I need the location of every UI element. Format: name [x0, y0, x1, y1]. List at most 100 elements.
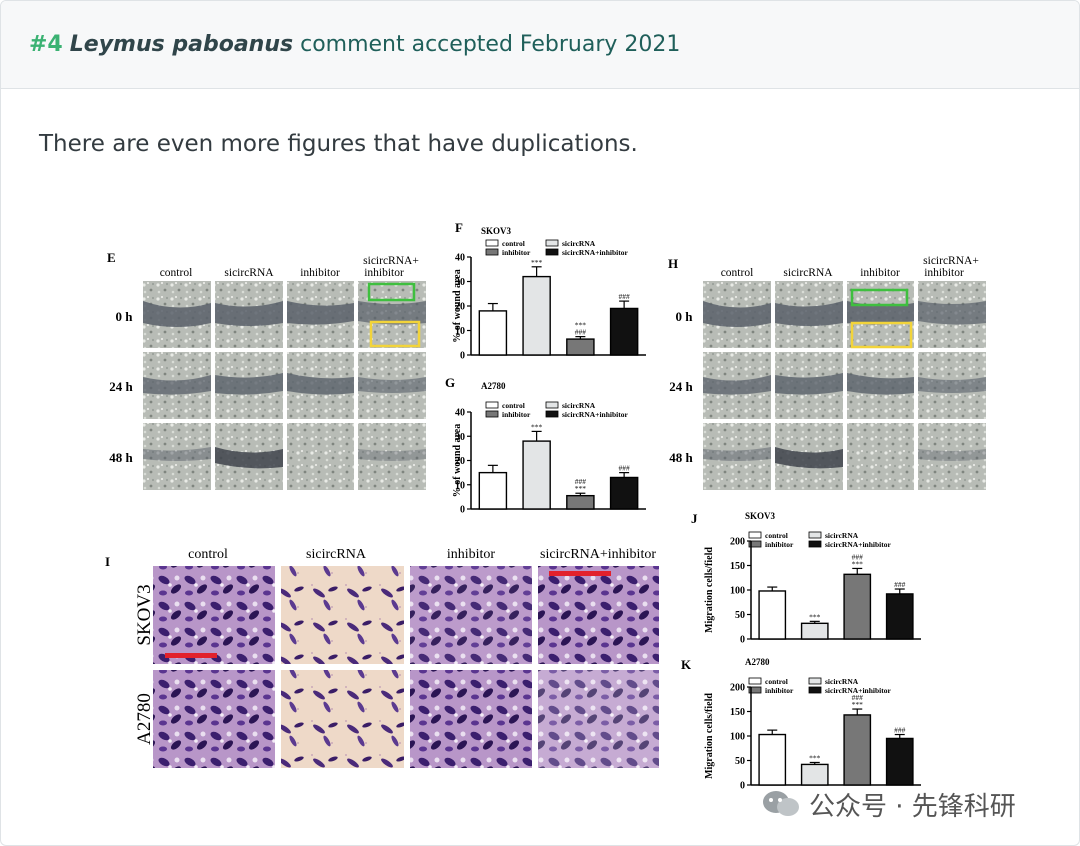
- bar: [522, 275, 551, 356]
- column-label: inhibitor: [364, 267, 404, 279]
- legend-swatch: [485, 248, 499, 256]
- significance-label: ###: [575, 477, 587, 486]
- panel-i: I control sicircRNA inhibitor sicircRNA+…: [105, 547, 659, 768]
- legend-swatch: [545, 239, 559, 247]
- legend-label: inhibitor: [765, 686, 794, 695]
- bar: [566, 338, 595, 356]
- species-name: Leymus paboanus: [69, 32, 294, 57]
- y-tick-label: 0: [460, 351, 465, 362]
- comment-title: #4 Leymus paboanus comment accepted Febr…: [29, 32, 680, 57]
- duplication-box-yellow: [369, 320, 421, 348]
- chart-g: G A2780 control sicircRNA inhibitor sicircRNA…: [445, 375, 646, 516]
- panel-e: E control sicircRNA inhibitor sicircRNA+…: [107, 250, 426, 490]
- y-tick-label: 20: [455, 456, 465, 467]
- significance-label: ###: [852, 693, 864, 702]
- chart-f: F SKOV3 control sicircRNA inhibitor sicircRNA…: [452, 220, 646, 362]
- y-axis-label: % of wound area: [452, 269, 463, 342]
- chart-title: SKOV3: [745, 511, 776, 521]
- y-tick-label: 200: [730, 683, 745, 694]
- legend-label: inhibitor: [502, 248, 531, 257]
- chart-j: J SKOV3 control sicircRNA inhibitor sicircRNA…: [691, 511, 921, 646]
- row-label: 24 h: [109, 379, 133, 394]
- significance-label: ***: [531, 258, 543, 267]
- row-label: 0 h: [116, 309, 134, 324]
- legend-swatch: [545, 410, 559, 418]
- significance-label: ###: [575, 328, 587, 337]
- row-label: 24 h: [669, 379, 693, 394]
- significance-label: ***: [809, 753, 821, 762]
- wound-image-grid-e: [143, 281, 426, 490]
- legend-label: sicircRNA: [825, 677, 859, 686]
- bar: [843, 714, 872, 786]
- column-label: control: [188, 547, 228, 562]
- legend-swatch: [748, 531, 762, 539]
- panel-label: K: [681, 657, 692, 672]
- bar: [800, 763, 829, 786]
- duplication-box-yellow: [850, 321, 913, 349]
- significance-label: ***: [531, 422, 543, 431]
- chart-k: K A2780 control sicircRNA inhibitor sicircRNA…: [681, 657, 921, 792]
- chat-bubble-icon: [763, 791, 799, 816]
- y-tick-label: 150: [730, 707, 745, 718]
- row-label: 0 h: [676, 309, 694, 324]
- significance-label: ###: [894, 726, 906, 735]
- bar: [566, 494, 595, 510]
- y-tick-label: 10: [455, 480, 465, 491]
- column-label: control: [721, 267, 754, 279]
- panel-h: H control sicircRNA inhibitor sicircRNA+…: [668, 255, 986, 490]
- legend-label: inhibitor: [502, 410, 531, 419]
- comment-header: #4 Leymus paboanus comment accepted Febr…: [1, 1, 1079, 89]
- legend-swatch: [808, 540, 822, 548]
- y-tick-label: 30: [455, 432, 465, 443]
- y-tick-label: 100: [730, 732, 745, 743]
- column-label: sicircRNA: [224, 267, 274, 279]
- panel-label-i: I: [105, 554, 110, 569]
- row-label: A2780: [134, 693, 155, 745]
- column-label: inhibitor: [300, 267, 340, 279]
- y-tick-label: 50: [735, 610, 745, 621]
- significance-label: ***: [809, 612, 821, 621]
- column-label: inhibitor: [447, 547, 496, 562]
- comment-number: #4: [29, 32, 63, 57]
- bar: [800, 622, 829, 640]
- significance-label: ###: [619, 464, 631, 473]
- legend-label: sicircRNA: [562, 239, 596, 248]
- legend-swatch: [485, 410, 499, 418]
- comment-status: comment accepted February 2021: [300, 32, 681, 57]
- comment-text: There are even more figures that have du…: [39, 131, 638, 157]
- bar: [609, 307, 639, 356]
- panel-label: F: [455, 220, 463, 235]
- legend-label: control: [765, 531, 788, 540]
- bar: [758, 590, 787, 640]
- legend-label: sicircRNA+inhibitor: [562, 410, 628, 419]
- bar: [885, 737, 914, 786]
- legend-label: control: [502, 401, 525, 410]
- column-label: sicircRNA+: [363, 255, 419, 267]
- y-tick-label: 150: [730, 561, 745, 572]
- y-tick-label: 0: [740, 635, 745, 646]
- panel-label-e: E: [107, 250, 116, 265]
- panel-label: J: [691, 511, 698, 526]
- legend-swatch: [485, 239, 499, 247]
- significance-label: ***: [852, 700, 864, 709]
- y-tick-label: 10: [455, 326, 465, 337]
- legend-swatch: [748, 540, 762, 548]
- column-label: sicircRNA+: [923, 255, 979, 267]
- bar: [478, 471, 508, 510]
- y-axis-label: Migration cells/field: [704, 693, 715, 779]
- legend-swatch: [808, 531, 822, 539]
- chart-title: SKOV3: [481, 226, 512, 236]
- legend-swatch: [808, 677, 822, 685]
- bar: [885, 593, 914, 640]
- legend-label: inhibitor: [765, 540, 794, 549]
- row-label: 48 h: [669, 450, 693, 465]
- legend-label: control: [765, 677, 788, 686]
- duplication-box-green: [367, 282, 416, 302]
- scale-bar: [549, 571, 611, 576]
- column-label: control: [160, 267, 193, 279]
- y-tick-label: 200: [730, 537, 745, 548]
- significance-label: ###: [852, 552, 864, 561]
- y-tick-label: 20: [455, 302, 465, 313]
